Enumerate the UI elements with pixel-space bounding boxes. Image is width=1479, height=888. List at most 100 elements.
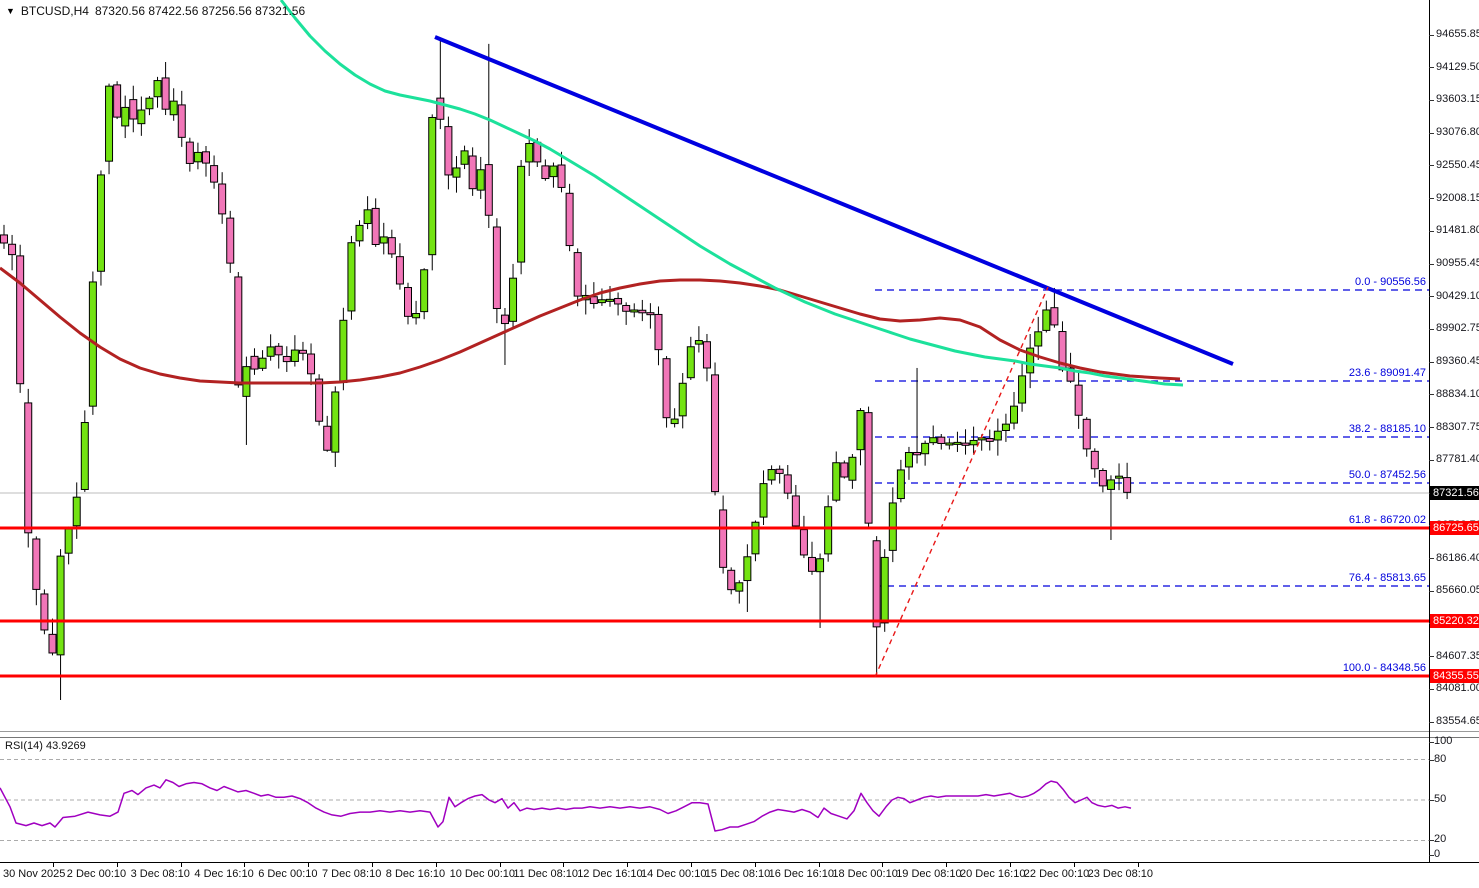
price-axis-label: 90429.10 [1436, 289, 1479, 302]
candle-body [913, 451, 922, 456]
price-axis-label: 89902.75 [1436, 322, 1479, 335]
rsi-axis-label: 0 [1434, 848, 1441, 860]
candle-body [0, 234, 8, 244]
candle-body [646, 312, 655, 316]
candle-body [331, 391, 340, 453]
date-axis-tick [691, 862, 692, 867]
date-axis-tick [308, 862, 310, 867]
candle-body [1106, 479, 1115, 490]
date-axis-tick [818, 862, 820, 867]
ma-slow-line [0, 266, 1181, 385]
candle-body [743, 556, 752, 582]
ma-fast-line [279, 0, 1184, 387]
candle-body [492, 226, 501, 310]
candle-body [96, 174, 105, 272]
main-chart-canvas[interactable]: 0.0 - 90556.56 23.6 - 89091.47 38.2 - 8818… [0, 0, 1429, 731]
candle-body [808, 556, 816, 572]
rsi-axis-tick [1429, 759, 1434, 761]
price-axis-tick [1429, 165, 1434, 167]
candle-body [72, 496, 81, 527]
candle-body [339, 319, 348, 384]
candle-body [670, 418, 679, 425]
date-axis-tick [53, 862, 54, 867]
candle-body [953, 441, 962, 445]
price-axis-label: 91481.80 [1436, 224, 1479, 237]
rsi-line [0, 779, 1132, 832]
candle-body [614, 297, 623, 305]
fib-level-label: 0.0 - 90556.56 [1355, 276, 1426, 288]
price-axis-tick [1429, 656, 1434, 658]
candle-body [48, 633, 57, 654]
candle-body [1034, 331, 1043, 347]
candle-body [1082, 418, 1091, 450]
rsi-indicator-canvas[interactable] [0, 739, 1429, 862]
candle-body [557, 164, 566, 188]
price-axis-tick [1429, 427, 1434, 429]
date-axis-tick [882, 862, 884, 867]
candle-body [315, 378, 324, 422]
candle-body [379, 236, 388, 244]
pane-splitter[interactable] [0, 731, 1479, 732]
candle-body [775, 468, 784, 474]
price-axis-label: 84081.00 [1436, 682, 1479, 695]
rsi-axis-tick [1429, 854, 1434, 856]
candle-body [258, 357, 267, 369]
date-axis-label: 15 Dec 08:10 [704, 868, 771, 880]
price-axis-tick [1429, 132, 1434, 134]
candle-body [177, 104, 186, 138]
candle-body [816, 558, 825, 573]
candle-body [1042, 309, 1051, 331]
date-axis-tick [435, 862, 437, 867]
candle-body [872, 540, 881, 628]
candle-body [735, 582, 744, 592]
candle-body [1123, 477, 1132, 493]
candle-body [500, 314, 509, 325]
candle-body [436, 97, 445, 120]
rsi-indicator-label: RSI(14) 43.9269 [5, 740, 86, 752]
candle-body [880, 556, 889, 624]
candle-body [783, 474, 792, 494]
candle-body [549, 165, 558, 178]
date-axis-label: 14 Dec 00:10 [641, 868, 707, 880]
date-axis-label: 7 Dec 08:10 [322, 868, 382, 880]
date-axis-label: 12 Dec 16:10 [577, 868, 643, 880]
candle-body [234, 276, 243, 386]
price-axis-label: 92550.45 [1436, 158, 1479, 171]
current-price-badge: 87321.56 [1430, 486, 1479, 500]
candle-body [153, 80, 162, 98]
price-axis-tick [1429, 263, 1434, 265]
date-axis-tick [244, 862, 246, 867]
candle-body [565, 192, 574, 247]
candle-body [298, 349, 307, 354]
date-axis-label: 20 Dec 16:10 [960, 868, 1026, 880]
candle-body [767, 469, 776, 481]
price-axis-label: 87781.40 [1436, 453, 1479, 466]
date-axis-tick [627, 862, 629, 867]
candle-body [1050, 307, 1059, 326]
candle-body [387, 237, 396, 255]
fib-level-label: 23.6 - 89091.47 [1349, 367, 1426, 379]
price-axis-label: 92008.15 [1436, 191, 1479, 204]
candle-body [347, 242, 356, 312]
candle-body [363, 209, 372, 225]
fib-level-label: 76.4 - 85813.65 [1349, 572, 1426, 584]
rsi-axis-tick [1429, 839, 1434, 841]
candle-body [985, 438, 994, 442]
fib-level-label: 61.8 - 86720.02 [1349, 514, 1426, 526]
candle-body [395, 256, 404, 285]
price-axis-tick [1429, 558, 1434, 560]
candle-body [113, 84, 122, 118]
candle-body [218, 183, 227, 215]
price-axis-tick [1429, 296, 1434, 298]
fib-level-label: 50.0 - 87452.56 [1349, 469, 1426, 481]
price-axis-tick [1429, 721, 1434, 723]
price-axis-tick [1429, 361, 1434, 363]
price-axis-label: 85660.05 [1436, 584, 1479, 597]
rsi-axis-tick [1429, 799, 1434, 801]
fib-level-label: 38.2 - 88185.10 [1349, 423, 1426, 435]
candle-body [702, 341, 711, 369]
rsi-axis-label: 50 [1434, 793, 1447, 805]
ascending-trendline-red-dashed [874, 286, 1049, 678]
symbol-dropdown-icon: ▼ [6, 6, 15, 16]
